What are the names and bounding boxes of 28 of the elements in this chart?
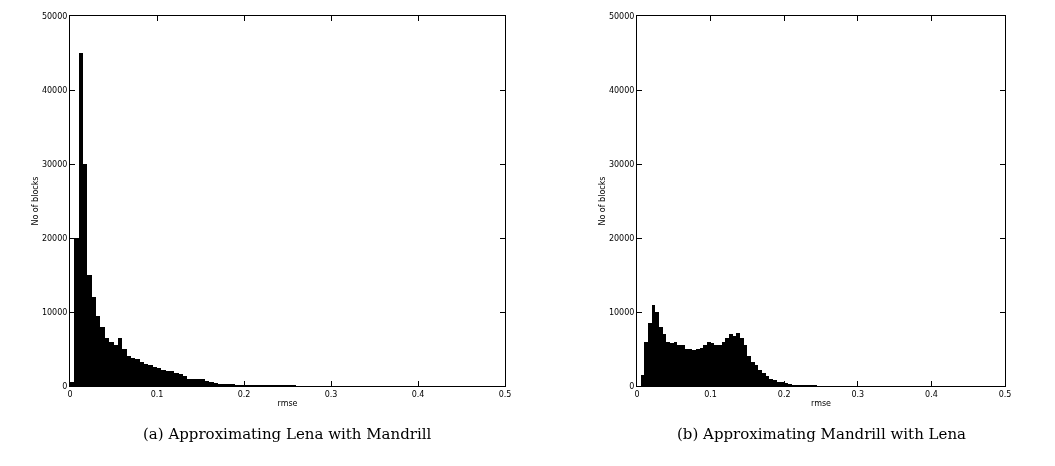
x-tick-label: 0.1: [150, 389, 164, 399]
y-tick-label: 0: [629, 381, 635, 391]
x-tick-label: 0.3: [851, 389, 865, 399]
x-axis-title: rmse: [810, 398, 832, 408]
y-tick-label: 30000: [41, 159, 68, 169]
text: (b) Approximating Mandrill with Lena: [677, 425, 967, 443]
x-tick-label: 0.2: [777, 389, 791, 399]
x-axis-title: rmse: [277, 398, 298, 408]
x-tick-label: 0.5: [498, 389, 512, 399]
y-tick-label: 10000: [41, 307, 68, 317]
x-tick-label: 0.2: [237, 389, 251, 399]
text: (a) Approximating Lena with Mandrill: [143, 425, 432, 443]
y-tick-label: 50000: [608, 11, 635, 21]
y-tick-label: 10000: [608, 307, 635, 317]
y-tick-label: 50000: [41, 11, 68, 21]
y-axis-title: No of blocks: [30, 176, 40, 226]
y-axis-title: No of blocks: [597, 176, 607, 226]
y-tick-label: 40000: [608, 85, 635, 95]
x-tick-label: 0.1: [704, 389, 717, 399]
x-tick-label: 0.3: [324, 389, 338, 399]
x-tick-label: 0.5: [998, 389, 1012, 399]
y-tick-label: 40000: [41, 85, 68, 95]
y-tick-label: 30000: [608, 159, 635, 169]
x-tick-label: 0.4: [925, 389, 938, 399]
y-tick-label: 20000: [41, 233, 68, 243]
y-tick-label: 0: [62, 381, 68, 391]
y-tick-label: 20000: [608, 233, 635, 243]
x-tick-label: 0.4: [411, 389, 425, 399]
